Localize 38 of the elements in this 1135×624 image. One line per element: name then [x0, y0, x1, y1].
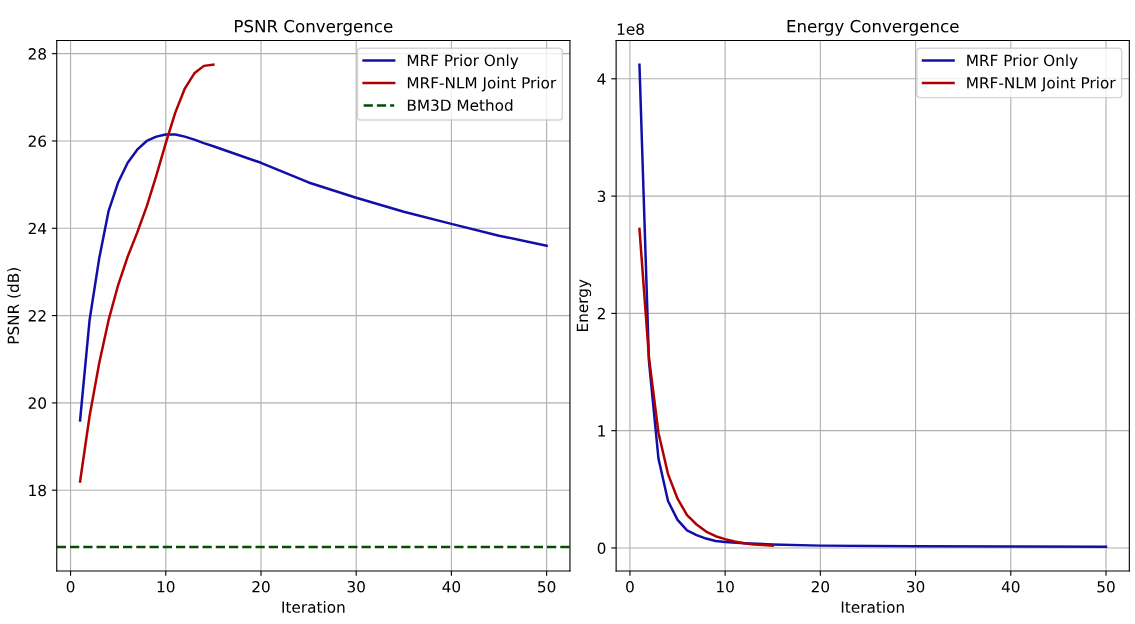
- legend-label: MRF-NLM Joint Prior: [967, 76, 1116, 92]
- line-series: [78, 63, 215, 483]
- x-axis-title: Iteration: [282, 601, 345, 613]
- legend-label: MRF Prior Only: [967, 54, 1078, 70]
- y-tick-label: 0: [597, 542, 606, 554]
- chart-title: Energy Convergence: [787, 19, 959, 36]
- y-tick-label: 18: [29, 484, 46, 497]
- chart-title: PSNR Convergence: [235, 19, 393, 36]
- y-tick-label: 1: [598, 425, 605, 437]
- legend-label: BM3D Method: [407, 99, 513, 111]
- x-tick-label: 10: [157, 580, 175, 593]
- x-axis-title: Iteration: [841, 601, 904, 613]
- y-tick-label: 4: [597, 73, 606, 85]
- line-series: [78, 133, 548, 422]
- y-tick-label: 2: [597, 307, 605, 320]
- x-tick-label: 0: [626, 580, 634, 593]
- x-tick-label: 30: [347, 580, 365, 593]
- y-axis-title: Energy: [576, 279, 592, 332]
- x-tick-label: 40: [442, 580, 461, 593]
- x-tick-label: 50: [1097, 580, 1115, 593]
- line-series: [638, 227, 775, 547]
- x-tick-label: 20: [252, 580, 270, 593]
- x-tick-label: 10: [717, 580, 734, 593]
- x-tick-label: 40: [1001, 580, 1020, 593]
- x-tick-label: 50: [538, 580, 556, 593]
- y-tick-label: 28: [28, 48, 46, 60]
- y-tick-label: 24: [28, 222, 47, 235]
- y-tick-label: 26: [28, 135, 47, 147]
- y-axis-title: PSNR (dB): [7, 268, 21, 344]
- text: 1e8: [617, 23, 644, 35]
- x-tick-label: 20: [811, 580, 830, 593]
- legend-label: MRF Prior Only: [407, 54, 519, 70]
- y-tick-label: 22: [28, 310, 46, 322]
- x-tick-label: 0: [66, 580, 75, 593]
- y-tick-label: 3: [597, 190, 606, 203]
- legend-label: MRF-NLM Joint Prior: [407, 76, 557, 92]
- y-tick-label: 20: [28, 397, 47, 409]
- x-tick-label: 30: [907, 580, 925, 593]
